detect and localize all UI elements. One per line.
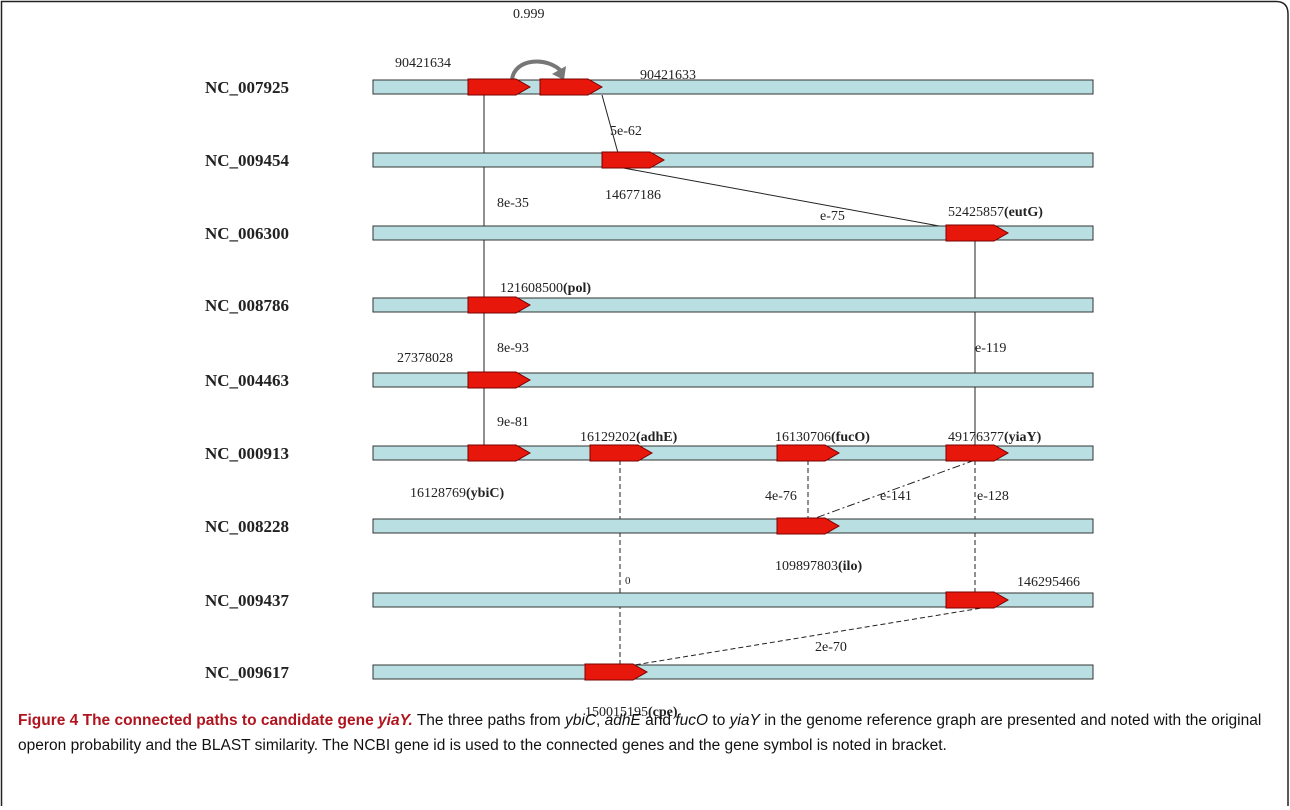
gene (945, 444, 1009, 462)
gene (467, 371, 531, 389)
gene-label-part: 52425857 (948, 205, 1004, 220)
gene-label: 16129202(adhE) (580, 430, 678, 445)
scores: 0.999 5e-62 8e-35 e-75 8e-93 e-119 9e-81… (497, 7, 1009, 655)
caption-gene: yiaY (729, 712, 760, 729)
gene (539, 78, 603, 96)
caption-gene: ybiC (565, 712, 597, 729)
gene-label-part: (yiaY) (1004, 430, 1042, 445)
gene (467, 296, 531, 314)
gene (589, 444, 653, 462)
genome-bar (372, 297, 1094, 313)
genome-bar (372, 445, 1094, 461)
score: 0 (625, 575, 631, 587)
genome-bar (372, 518, 1094, 534)
gene-label-part: 16128769 (410, 486, 466, 501)
gene-label: 14677186 (605, 188, 661, 203)
gene-label-part: (adhE) (636, 430, 678, 445)
gene (584, 663, 648, 681)
gene-label: 27378028 (397, 351, 453, 366)
score: e-141 (880, 489, 912, 504)
edge (621, 606, 989, 668)
genome-bar (372, 372, 1094, 388)
genome-name: NC_009617 (205, 663, 290, 682)
gene-label-part: 16130706 (775, 430, 831, 445)
genome-bars (372, 79, 1094, 680)
gene (467, 444, 531, 462)
genome-name: NC_009454 (205, 151, 290, 170)
caption-gene: fucO (675, 712, 709, 729)
caption-text: The three paths from (412, 712, 566, 729)
gene-label-part: (eutG) (1004, 205, 1043, 220)
gene-label: 16130706(fucO) (775, 430, 870, 445)
gene-label-part: 121608500 (500, 281, 563, 296)
score: 8e-35 (497, 196, 529, 211)
genome-bar (372, 152, 1094, 168)
gene-label-part: 150015195 (585, 705, 648, 720)
caption-label-gene: yiaY. (378, 712, 413, 729)
gene-label-part: (cpe) (648, 705, 678, 720)
genome-bar (372, 664, 1094, 680)
gene-label: 150015195(cpe) (585, 705, 678, 720)
caption: Figure 4 The connected paths to candidat… (18, 708, 1273, 758)
gene (945, 591, 1009, 609)
genome-name: NC_004463 (205, 371, 289, 390)
score: 0.999 (513, 7, 545, 22)
score: 4e-76 (765, 489, 797, 504)
score: 2e-70 (815, 640, 847, 655)
genome-bar (372, 225, 1094, 241)
genome-name: NC_007925 (205, 78, 289, 97)
caption-gene: adhE (604, 712, 641, 729)
gene-label: 52425857(eutG) (948, 205, 1043, 220)
gene-label: 109897803(ilo) (775, 559, 862, 574)
gene-label: 49176377(yiaY) (948, 430, 1042, 445)
gene-label-part: (ybiC) (466, 486, 504, 501)
genome-name: NC_009437 (205, 591, 290, 610)
edge (617, 166, 951, 229)
gene (467, 78, 531, 96)
genome-name: NC_008228 (205, 517, 289, 536)
gene (601, 151, 665, 169)
genome-name: NC_008786 (205, 296, 289, 315)
gene-label-part: 16129202 (580, 430, 636, 445)
gene-label-part: 49176377 (948, 430, 1004, 445)
gene (776, 517, 840, 535)
caption-text: and (640, 712, 676, 729)
genome-bar (372, 592, 1094, 608)
genome-name: NC_006300 (205, 224, 289, 243)
caption-text: , (596, 712, 605, 729)
gene (945, 224, 1009, 242)
score: 8e-93 (497, 341, 529, 356)
score: e-75 (820, 209, 845, 224)
gene-label-part: (fucO) (831, 430, 870, 445)
genome-names: NC_007925 NC_009454 NC_006300 NC_008786 … (205, 78, 290, 682)
caption-text: to (708, 712, 730, 729)
gene-label: 90421634 (395, 56, 451, 71)
gene-label: 121608500(pol) (500, 281, 591, 296)
edge (809, 459, 976, 521)
gene-label-part: 109897803 (775, 559, 838, 574)
score: 9e-81 (497, 415, 529, 430)
caption-label: Figure 4 The connected paths to candidat… (18, 712, 379, 729)
operon-arrow (510, 59, 564, 81)
score: e-128 (977, 489, 1009, 504)
gene-labels: 90421634 90421633 14677186 52425857(eutG… (395, 56, 1080, 720)
caption-text: in the genome reference graph are presen… (18, 712, 1262, 754)
gene-label: 146295466 (1017, 575, 1080, 590)
gene-label-part: (pol) (563, 281, 591, 296)
score: e-119 (975, 341, 1006, 356)
gene-label: 16128769(ybiC) (410, 486, 504, 501)
gene-label: 90421633 (640, 68, 696, 83)
edge (601, 94, 619, 154)
gene-label-part: (ilo) (838, 559, 862, 574)
genome-name: NC_000913 (205, 444, 289, 463)
score: 5e-62 (610, 124, 642, 139)
operon-arrowhead (552, 66, 566, 80)
gene (776, 444, 840, 462)
